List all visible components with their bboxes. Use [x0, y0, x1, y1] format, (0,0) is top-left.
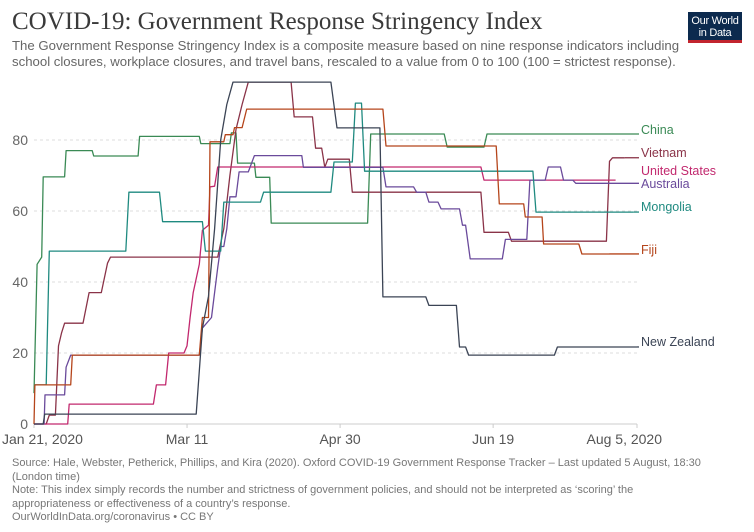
- y-tick-label: 0: [20, 416, 28, 432]
- owid-logo[interactable]: Our World in Data: [688, 12, 742, 43]
- series-line-australia: [34, 154, 610, 425]
- chart-footer: Source: Hale, Webster, Petherick, Philli…: [12, 457, 712, 525]
- disclaimer-note: Note: This index simply records the numb…: [12, 484, 634, 510]
- chart-subtitle: The Government Response Stringency Index…: [12, 38, 680, 69]
- series-label-china: China: [641, 123, 674, 137]
- chart-title: COVID-19: Government Response Stringency…: [12, 8, 543, 35]
- source-note: Source: Hale, Webster, Petherick, Philli…: [12, 457, 701, 483]
- y-tick-label: 80: [12, 132, 28, 148]
- x-tick-label: Jan 21, 2020: [2, 431, 83, 447]
- y-tick-label: 20: [12, 345, 28, 361]
- y-tick-label: 60: [12, 203, 28, 219]
- series-label-australia: Australia: [641, 177, 690, 191]
- series-label-fiji: Fiji: [641, 243, 657, 257]
- x-tick-label: Mar 11: [166, 431, 209, 447]
- x-tick-label: Apr 30: [319, 431, 360, 447]
- series-label-vietnam: Vietnam: [641, 146, 687, 160]
- series-line-mongolia: [34, 102, 634, 386]
- series-line-united-states: [34, 166, 616, 425]
- x-tick-label: Aug 5, 2020: [586, 431, 662, 447]
- series-line-new-zealand: [34, 81, 637, 425]
- chart-area: 0 20 40 60 80 Jan 21, 2020 Mar 11 Apr 30 Jun 19 A…: [2, 81, 716, 447]
- series-label-mongolia: Mongolia: [641, 200, 692, 214]
- series-label-new-zealand: New Zealand: [641, 335, 715, 349]
- x-tick-label: Jun 19: [472, 431, 514, 447]
- series-line-china: [33, 132, 610, 394]
- series-line-fiji: [33, 108, 610, 425]
- y-tick-label: 40: [12, 274, 28, 290]
- series-label-united-states: United States: [641, 164, 716, 178]
- source-link[interactable]: OurWorldInData.org/coronavirus • CC BY: [12, 511, 214, 523]
